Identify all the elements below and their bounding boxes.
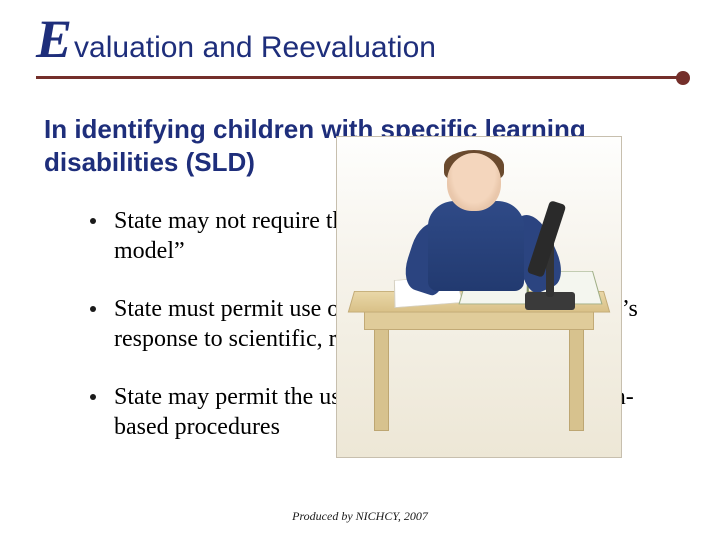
slide-title: E valuation and Reevaluation <box>36 18 690 65</box>
title-rule <box>36 71 690 85</box>
illustration <box>336 136 622 458</box>
bullet-icon <box>90 306 96 312</box>
desk-icon <box>354 291 604 432</box>
title-dropcap: E <box>36 18 72 61</box>
title-text: valuation and Reevaluation <box>74 31 436 65</box>
footer-credit: Produced by NICHCY, 2007 <box>0 509 720 524</box>
microscope-icon <box>519 201 581 310</box>
bullet-icon <box>90 218 96 224</box>
slide: E valuation and Reevaluation In identify… <box>0 0 720 540</box>
rule-line <box>36 76 684 79</box>
rule-dot-icon <box>676 71 690 85</box>
bullet-icon <box>90 394 96 400</box>
